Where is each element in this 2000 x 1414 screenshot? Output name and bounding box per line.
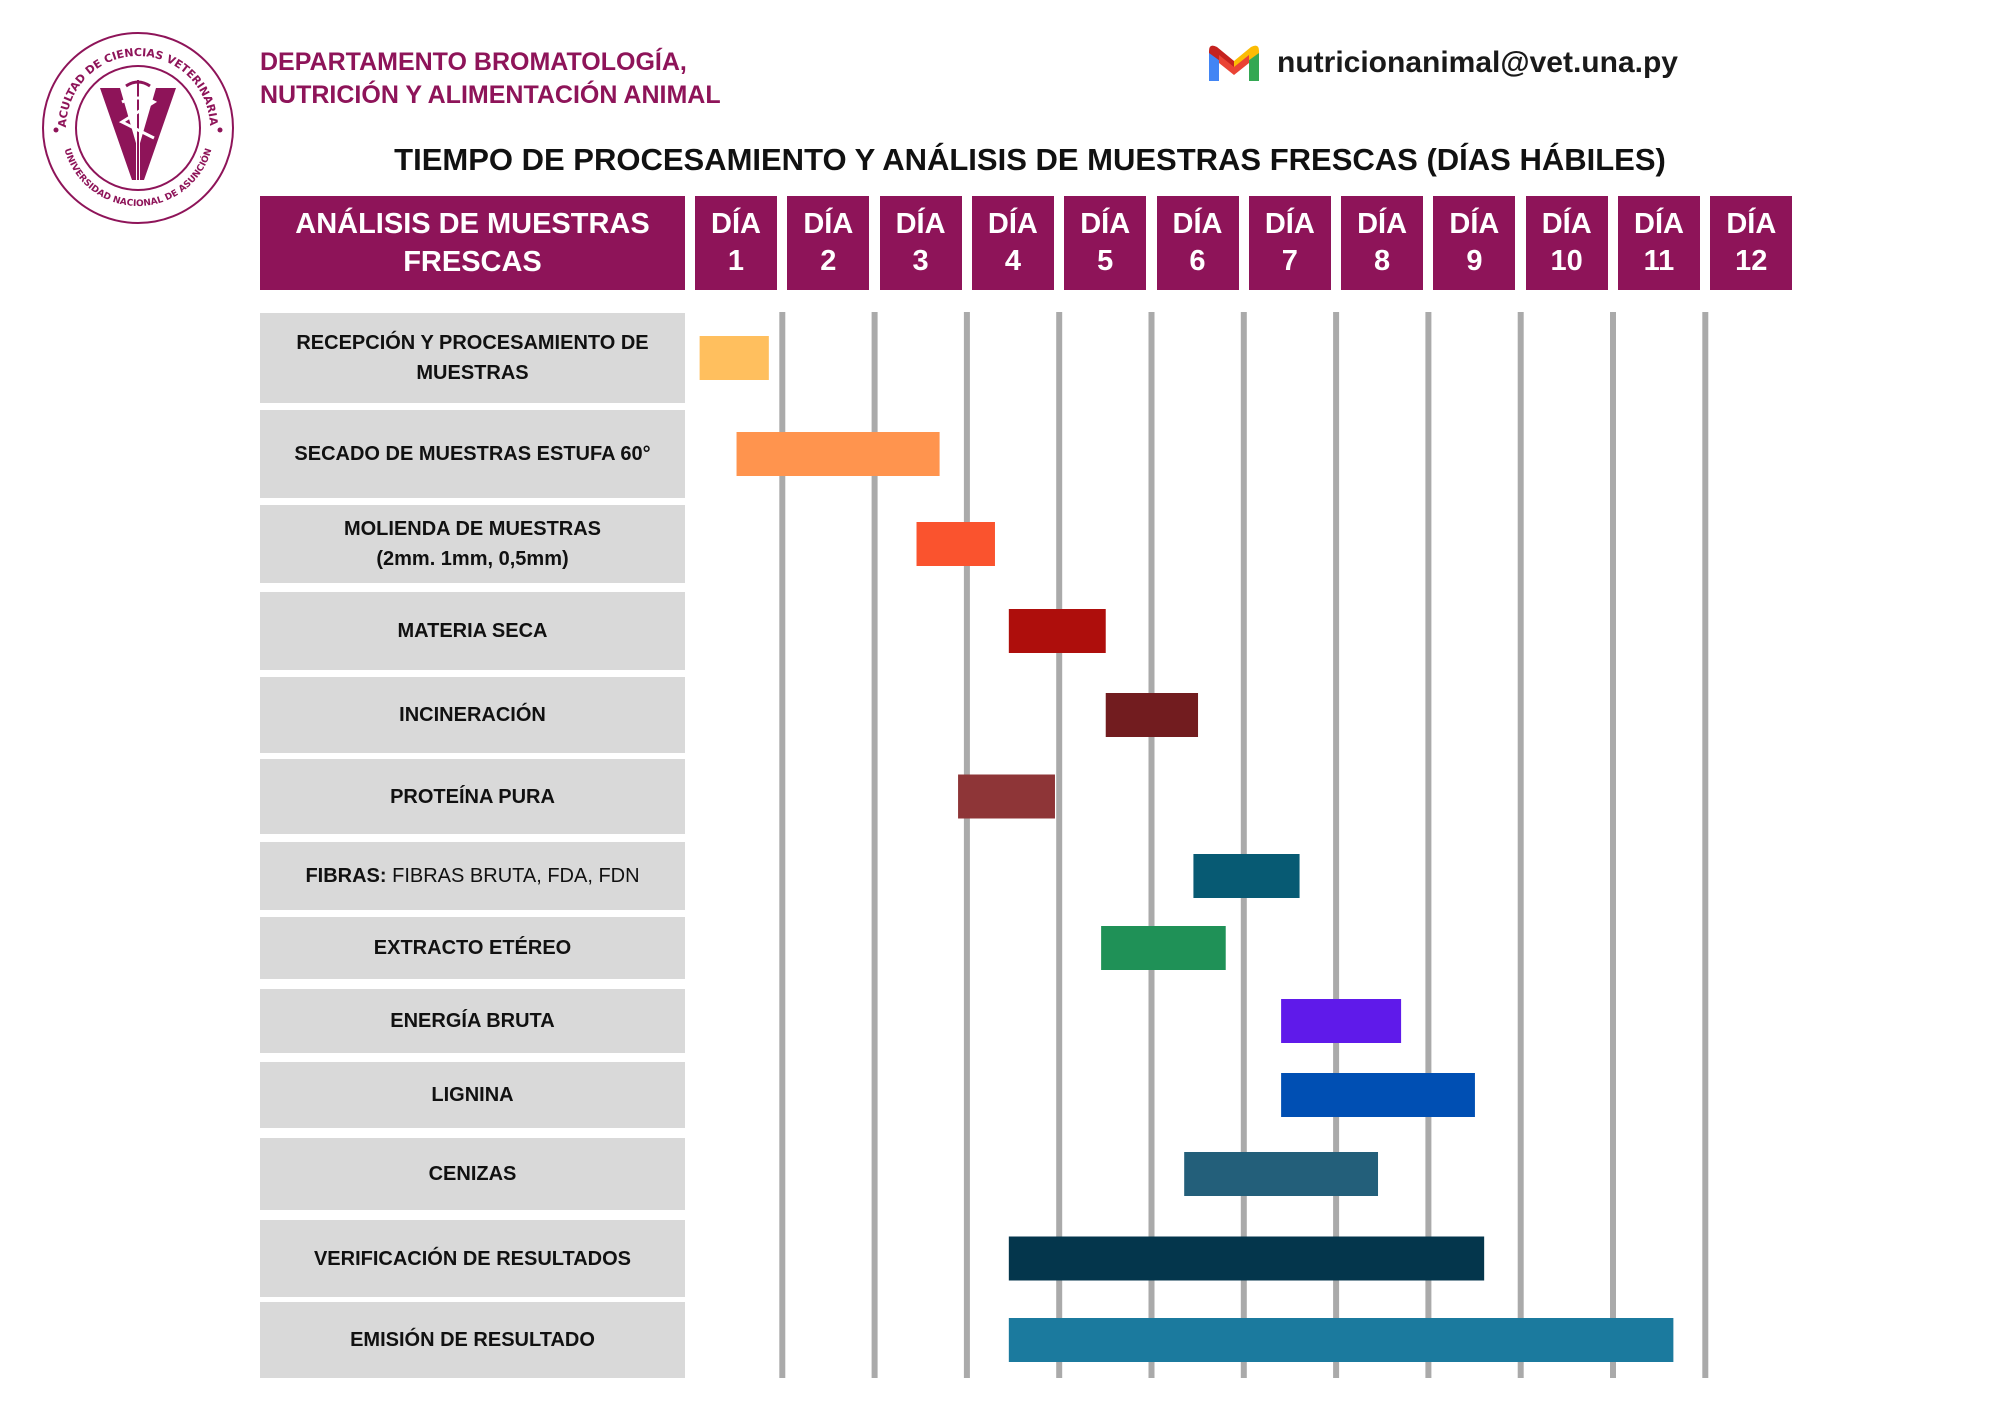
task-label: CENIZAS bbox=[260, 1138, 685, 1210]
day-header-number: 2 bbox=[820, 245, 837, 277]
day-header-2: DÍA 2 bbox=[787, 196, 870, 290]
task-bar bbox=[1008, 1318, 1674, 1362]
day-header-number: 12 bbox=[1735, 245, 1768, 277]
day-header-word: DÍA bbox=[1172, 208, 1223, 240]
day-header-word: DÍA bbox=[1357, 208, 1408, 240]
day-header-5: DÍA 5 bbox=[1064, 196, 1147, 290]
day-header-word: DÍA bbox=[1080, 208, 1131, 240]
day-header-word: DÍA bbox=[1264, 208, 1315, 240]
day-header-word: DÍA bbox=[987, 208, 1038, 240]
task-label: MOLIENDA DE MUESTRAS (2mm. 1mm, 0,5mm) bbox=[260, 505, 685, 583]
task-label-text: ENERGÍA BRUTA bbox=[390, 1010, 555, 1032]
day-header-8: DÍA 8 bbox=[1341, 196, 1424, 290]
task-bar bbox=[1008, 609, 1106, 653]
day-header-number: 4 bbox=[1004, 245, 1021, 277]
day-header-word: DÍA bbox=[803, 208, 854, 240]
task-label-text: RECEPCIÓN Y PROCESAMIENTO DE MUESTRAS bbox=[296, 332, 649, 384]
task-label-bold: FIBRAS: bbox=[305, 865, 387, 887]
task-label-text: VERIFICACIÓN DE RESULTADOS bbox=[313, 1247, 632, 1270]
department-line-2: NUTRICIÓN Y ALIMENTACIÓN ANIMAL bbox=[260, 81, 721, 109]
day-header-10: DÍA 10 bbox=[1525, 196, 1608, 290]
chart-title: TIEMPO DE PROCESAMIENTO Y ANÁLISIS DE MU… bbox=[394, 142, 1666, 177]
task-label: FIBRAS: FIBRAS BRUTA, FDA, FDN bbox=[260, 842, 685, 910]
email-address[interactable]: nutricionanimal@vet.una.py bbox=[1277, 46, 1678, 79]
task-label: LIGNINA bbox=[260, 1062, 685, 1128]
task-bar bbox=[1008, 1236, 1485, 1281]
day-header-4: DÍA 4 bbox=[971, 196, 1054, 290]
day-header-9: DÍA 9 bbox=[1433, 196, 1516, 290]
task-label: ENERGÍA BRUTA bbox=[260, 989, 685, 1053]
task-label-text: INCINERACIÓN bbox=[399, 704, 546, 726]
day-header-number: 5 bbox=[1097, 245, 1114, 277]
day-header-number: 9 bbox=[1466, 245, 1483, 277]
gmail-icon bbox=[1209, 45, 1259, 81]
task-bar bbox=[1281, 999, 1402, 1043]
day-header-6: DÍA 6 bbox=[1156, 196, 1239, 290]
task-bar bbox=[1184, 1152, 1379, 1196]
task-bar bbox=[699, 336, 769, 380]
task-label-text: CENIZAS bbox=[428, 1163, 517, 1185]
faculty-seal-logo: FACULTAD DE CIENCIAS VETERINARIAS UNIVER… bbox=[40, 30, 234, 224]
task-bar bbox=[1105, 693, 1199, 737]
task-label-text: SECADO DE MUESTRAS ESTUFA 60° bbox=[294, 443, 651, 465]
task-label: EMISIÓN DE RESULTADO bbox=[260, 1302, 685, 1378]
day-header-word: DÍA bbox=[1541, 208, 1592, 240]
task-label-text: PROTEÍNA PURA bbox=[390, 785, 555, 808]
task-bar bbox=[1101, 926, 1226, 970]
day-header-word: DÍA bbox=[1449, 208, 1500, 240]
day-header-number: 3 bbox=[912, 245, 929, 277]
day-header-11: DÍA 11 bbox=[1618, 196, 1700, 290]
task-label: MATERIA SECA bbox=[260, 592, 685, 670]
analysis-header-line-2: FRESCAS bbox=[403, 246, 542, 278]
day-header-number: 1 bbox=[727, 245, 745, 277]
contact-email: nutricionanimal@vet.una.py bbox=[1205, 38, 1678, 88]
day-header-number: 10 bbox=[1550, 245, 1583, 277]
task-label: VERIFICACIÓN DE RESULTADOS bbox=[260, 1220, 685, 1297]
day-header-3: DÍA 3 bbox=[879, 196, 962, 290]
task-label-text: EMISIÓN DE RESULTADO bbox=[350, 1329, 595, 1351]
department-line-1: DEPARTAMENTO BROMATOLOGÍA, bbox=[260, 48, 687, 76]
day-header-7: DÍA 7 bbox=[1248, 196, 1331, 290]
task-bar bbox=[736, 432, 940, 476]
task-label: RECEPCIÓN Y PROCESAMIENTO DE MUESTRAS bbox=[260, 313, 685, 403]
task-bar bbox=[916, 522, 995, 566]
task-label: PROTEÍNA PURA bbox=[260, 759, 685, 834]
task-label: INCINERACIÓN bbox=[260, 677, 685, 753]
day-header-word: DÍA bbox=[1634, 208, 1684, 240]
day-header-number: 11 bbox=[1643, 245, 1675, 277]
department-name: DEPARTAMENTO BROMATOLOGÍA, NUTRICIÓN Y A… bbox=[260, 46, 721, 112]
day-header-number: 8 bbox=[1374, 245, 1391, 277]
task-label-text-line-2: (2mm. 1mm, 0,5mm) bbox=[376, 548, 569, 570]
task-label-text: LIGNINA bbox=[431, 1084, 514, 1106]
task-label-text: MOLIENDA DE MUESTRAS bbox=[343, 518, 602, 540]
day-header-12: DÍA 12 bbox=[1710, 196, 1793, 290]
task-label: SECADO DE MUESTRAS ESTUFA 60° bbox=[260, 410, 685, 498]
task-label-text: MATERIA SECA bbox=[397, 620, 548, 642]
task-bar bbox=[1193, 854, 1300, 898]
day-header-1: DÍA 1 bbox=[695, 196, 777, 290]
task-bar bbox=[1281, 1073, 1475, 1117]
task-label: EXTRACTO ETÉREO bbox=[260, 917, 685, 979]
day-header-word: DÍA bbox=[895, 208, 946, 240]
analysis-column-header: ANÁLISIS DE MUESTRAS FRESCAS bbox=[260, 196, 685, 290]
task-bar bbox=[958, 774, 1055, 819]
task-label-text: EXTRACTO ETÉREO bbox=[373, 937, 572, 959]
day-header-word: DÍA bbox=[711, 208, 761, 240]
day-header-word: DÍA bbox=[1726, 208, 1777, 240]
task-label-rest: FIBRAS BRUTA, FDA, FDN bbox=[392, 865, 640, 887]
day-header-number: 7 bbox=[1281, 245, 1298, 277]
analysis-header-line-1: ANÁLISIS DE MUESTRAS bbox=[295, 208, 650, 240]
day-header-number: 6 bbox=[1189, 245, 1206, 277]
